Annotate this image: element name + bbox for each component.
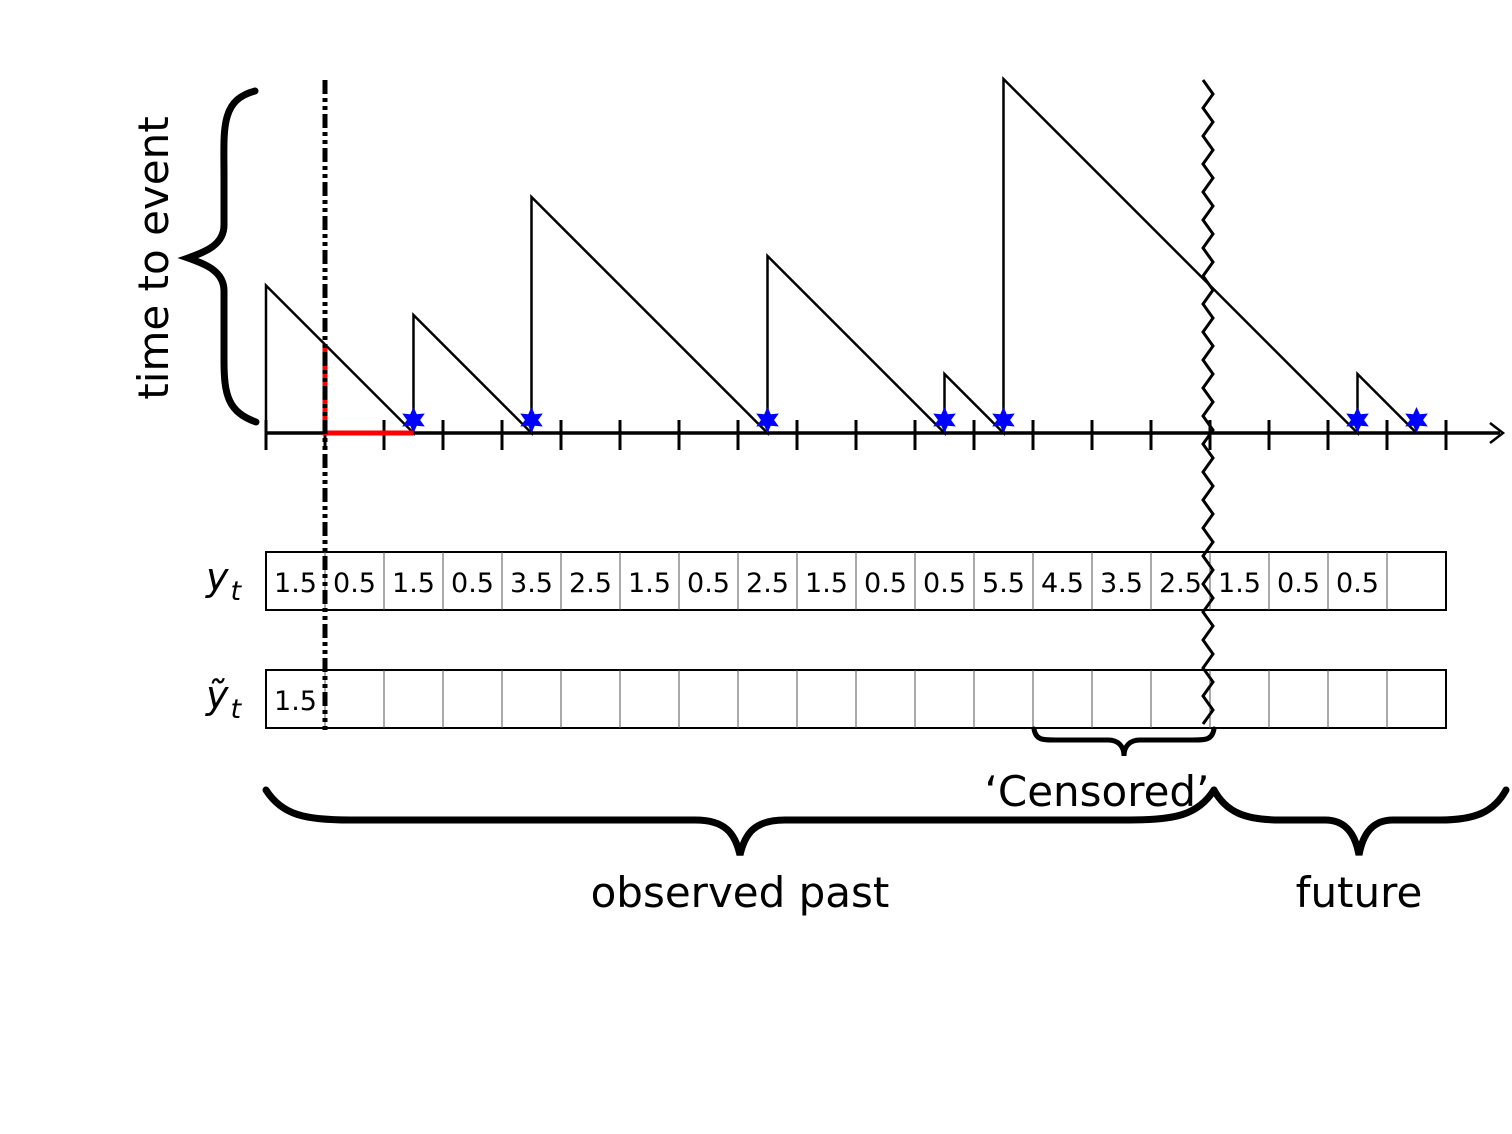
y-tilde-row-cells: 1.5 — [265, 669, 1447, 729]
time-axis-ticks — [264, 420, 1448, 450]
event-marker — [1405, 407, 1428, 433]
y-row-label: yt — [205, 555, 243, 607]
event-marker — [520, 407, 543, 433]
cell-value: 2.5 — [569, 568, 612, 599]
event-marker — [1346, 407, 1369, 433]
event-marker — [933, 407, 956, 433]
future-brace — [1210, 786, 1510, 856]
y-tilde-row-label: ỹt — [205, 673, 243, 725]
censoring-boundary — [1201, 79, 1215, 725]
cell-value: 0.5 — [1277, 568, 1320, 599]
cell-value: 0.5 — [333, 568, 376, 599]
censored-brace — [1031, 726, 1217, 757]
cell-value: 0.5 — [1336, 568, 1379, 599]
y-axis-label: time to event — [129, 116, 178, 399]
cell-value: 2.5 — [1159, 568, 1202, 599]
time-axis-arrowhead — [1489, 422, 1506, 444]
future-label: future — [1296, 868, 1423, 917]
observed-past-label: observed past — [591, 868, 890, 917]
cell-value: 0.5 — [451, 568, 494, 599]
observed-past-brace — [262, 786, 1218, 856]
y-row-cells: 1.5 0.5 1.5 0.5 3.5 2.5 1.5 0.5 2.5 1.5 0.5 0.5 5.5 4… — [265, 551, 1447, 611]
event-marker — [402, 407, 425, 433]
cell-value: 1.5 — [628, 568, 671, 599]
event-marker — [756, 407, 779, 433]
cell-value: 4.5 — [1041, 568, 1084, 599]
cell-value: 1.5 — [1218, 568, 1261, 599]
y-axis-brace — [177, 87, 260, 426]
cell-value: 3.5 — [510, 568, 553, 599]
cell-value: 0.5 — [923, 568, 966, 599]
cell-value: 1.5 — [274, 686, 317, 717]
cell-value: 1.5 — [392, 568, 435, 599]
event-marker — [992, 407, 1015, 433]
cell-value: 1.5 — [274, 568, 317, 599]
cell-value: 0.5 — [864, 568, 907, 599]
cell-value: 1.5 — [805, 568, 848, 599]
cell-value: 2.5 — [746, 568, 789, 599]
cell-value: 5.5 — [982, 568, 1025, 599]
cell-value: 3.5 — [1100, 568, 1143, 599]
censored-label: ‘Censored’ — [985, 767, 1210, 816]
cell-value: 0.5 — [687, 568, 730, 599]
time-to-event-curve — [264, 75, 1418, 437]
